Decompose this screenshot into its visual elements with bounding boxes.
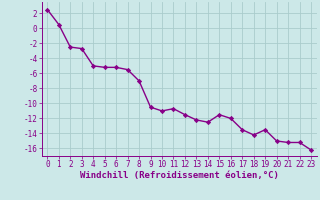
X-axis label: Windchill (Refroidissement éolien,°C): Windchill (Refroidissement éolien,°C): [80, 171, 279, 180]
